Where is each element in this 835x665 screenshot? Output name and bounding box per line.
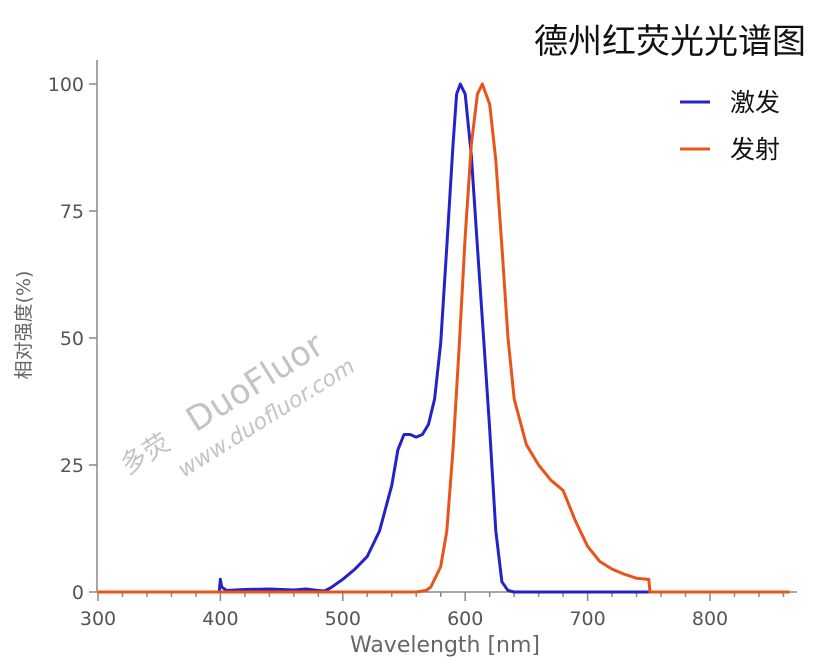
series-group	[98, 82, 790, 594]
y-tick-label: 75	[60, 201, 84, 223]
y-tick-label: 25	[60, 455, 84, 477]
x-axis-ticks: 300 400 500 600 700 800	[80, 592, 785, 630]
legend: 激发 发射	[680, 88, 780, 164]
x-tick-label: 500	[325, 608, 361, 630]
y-tick-label: 50	[60, 328, 84, 350]
series-line-emission	[98, 82, 790, 594]
x-tick-label: 700	[569, 608, 605, 630]
x-tick-label: 400	[202, 608, 238, 630]
y-axis-ticks: 0 25 50 75 100	[48, 74, 97, 604]
y-tick-label: 0	[72, 582, 84, 604]
legend-label-excitation: 激发	[730, 88, 780, 117]
series-line-excitation	[98, 82, 649, 594]
chart-title: 德州红荧光光谱图	[534, 22, 806, 62]
legend-label-emission: 发射	[730, 135, 780, 164]
x-tick-label: 600	[447, 608, 483, 630]
y-axis-title: 相对强度(%)	[13, 271, 35, 380]
x-tick-label: 300	[80, 608, 116, 630]
y-tick-label: 100	[48, 74, 84, 96]
x-tick-label: 800	[692, 608, 728, 630]
x-axis-title: Wavelength [nm]	[350, 633, 540, 658]
